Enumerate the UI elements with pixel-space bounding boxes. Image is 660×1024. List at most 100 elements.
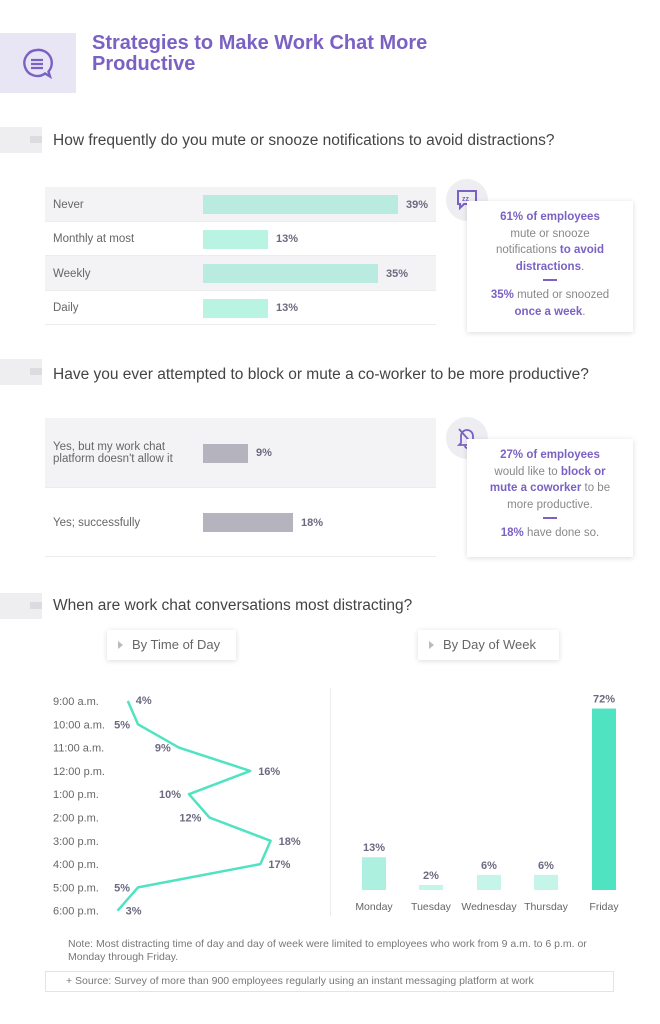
tab-by-time-of-day[interactable]: By Time of Day <box>107 630 236 660</box>
data-label: 10% <box>159 789 181 801</box>
snooze-zz-icon: zz <box>457 190 477 211</box>
time-axis-label: 11:00 a.m. <box>53 743 104 755</box>
table-row: Yes; successfully 18% <box>45 488 436 557</box>
callout-text: mute or snooze notifications <box>495 227 590 257</box>
callout-text: . <box>582 305 586 318</box>
table-row: Monthly at most 13% <box>45 222 436 256</box>
row-label: Yes, but my work chat platform doesn't a… <box>53 441 173 465</box>
row-label: Never <box>53 198 84 211</box>
source-box[interactable]: + Source: Survey of more than 900 employ… <box>45 971 614 992</box>
page-title: Strategies to Make Work Chat More Produc… <box>92 32 428 75</box>
callout-stat: 27% of employees <box>500 449 600 461</box>
section-marker <box>0 359 42 385</box>
time-axis-label: 3:00 p.m. <box>53 836 99 848</box>
time-axis-label: 5:00 p.m. <box>53 882 99 894</box>
bar-value-label: 13% <box>276 233 299 245</box>
table-row: Never 39% <box>45 187 436 222</box>
mute-callout-card: 61% of employees mute or snooze notifica… <box>467 201 633 332</box>
question-2: Have you ever attempted to block or mute… <box>53 366 589 383</box>
bar <box>203 298 268 318</box>
bar-value-label: 18% <box>301 516 324 529</box>
data-label: 13% <box>363 842 385 854</box>
day-bar <box>477 874 501 890</box>
divider <box>543 517 557 519</box>
callout-stat: 18% <box>500 527 524 539</box>
time-axis-label: 4:00 p.m. <box>53 859 99 871</box>
data-label: 2% <box>423 870 439 882</box>
time-axis-label: 10:00 a.m. <box>53 719 105 731</box>
header-icon-box <box>0 33 76 93</box>
table-row: Daily 13% <box>45 291 436 325</box>
data-label: 6% <box>538 860 554 872</box>
day-of-week-bar-chart: 13% Monday 2% Tuesday 6% Wednesday 6% Thursday 7… <box>355 694 619 913</box>
day-bar <box>362 857 386 890</box>
bar-value-label: 13% <box>276 302 299 314</box>
tab-by-day-of-week[interactable]: By Day of Week <box>418 630 559 660</box>
callout-highlight: to avoid distractions <box>515 244 605 273</box>
bar <box>203 229 268 249</box>
table-row: Yes, but my work chat platform doesn't a… <box>45 418 436 488</box>
divider <box>543 279 557 281</box>
data-label: 9% <box>155 743 171 755</box>
chat-bubble-icon <box>23 48 53 80</box>
bar-value-label: 9% <box>256 447 272 459</box>
bar-value-label: 39% <box>406 198 429 211</box>
data-label: 5% <box>114 882 130 894</box>
row-label: Daily <box>53 302 79 314</box>
bar <box>203 443 248 463</box>
question-1: How frequently do you mute or snooze not… <box>53 132 555 149</box>
day-axis-label: Wednesday <box>461 901 517 913</box>
callout-text: . <box>580 260 585 273</box>
bar <box>203 513 293 532</box>
data-label: 4% <box>136 695 152 707</box>
section-marker <box>0 127 42 153</box>
row-label: Monthly at most <box>53 233 135 245</box>
callout-stat: 35% <box>490 289 514 301</box>
day-axis-label: Monday <box>355 901 393 913</box>
data-label: 72% <box>593 694 615 706</box>
callout-highlight: block or mute a coworker <box>489 465 606 495</box>
data-label: 6% <box>481 860 497 872</box>
chart-divider <box>330 688 331 916</box>
bar-value-label: 35% <box>386 267 409 280</box>
callout-text: would like to <box>494 465 561 478</box>
callout-text: to be more productive. <box>507 482 611 511</box>
data-label: 5% <box>114 719 130 731</box>
data-label: 18% <box>279 836 301 848</box>
table-row: Weekly 35% <box>45 256 436 291</box>
time-axis-label: 9:00 a.m. <box>53 696 99 708</box>
data-label: 12% <box>179 813 201 825</box>
callout-highlight: once a week <box>514 305 583 318</box>
callout-stat: 61% of employees <box>500 211 600 223</box>
time-axis-label: 1:00 p.m. <box>53 789 99 801</box>
data-label: 16% <box>258 766 280 778</box>
time-axis-label: 2:00 p.m. <box>53 813 99 825</box>
tab-label: By Time of Day <box>132 637 221 652</box>
day-bar <box>592 708 616 890</box>
callout-text: muted or snoozed <box>513 289 610 301</box>
data-label: 3% <box>126 906 142 918</box>
day-bar <box>419 884 443 890</box>
day-axis-label: Tuesday <box>411 901 452 913</box>
time-series-line <box>116 700 272 912</box>
bar <box>203 264 378 283</box>
time-of-day-line-chart: 9:00 a.m. 10:00 a.m. 11:00 a.m. 12:00 p.m. 1… <box>53 695 301 918</box>
data-label: 17% <box>268 859 290 871</box>
block-callout-card: 27% of employees would like to block or … <box>467 439 633 557</box>
row-label: Weekly <box>53 267 91 280</box>
time-axis-label: 12:00 p.m. <box>53 766 105 778</box>
triangle-right-icon <box>429 641 434 649</box>
triangle-right-icon <box>118 641 123 649</box>
day-axis-label: Friday <box>589 901 619 913</box>
section-marker <box>0 593 42 619</box>
day-axis-label: Thursday <box>524 901 569 913</box>
callout-text: have done so. <box>523 527 600 539</box>
time-axis-label: 6:00 p.m. <box>53 906 99 918</box>
bar <box>203 195 398 214</box>
row-label: Yes; successfully <box>53 516 141 529</box>
footnote: Note: Most distracting time of day and d… <box>68 938 587 963</box>
question-3: When are work chat conversations most di… <box>53 597 413 614</box>
svg-text:zz: zz <box>462 196 470 203</box>
day-bar <box>534 874 558 890</box>
tab-label: By Day of Week <box>443 637 536 652</box>
